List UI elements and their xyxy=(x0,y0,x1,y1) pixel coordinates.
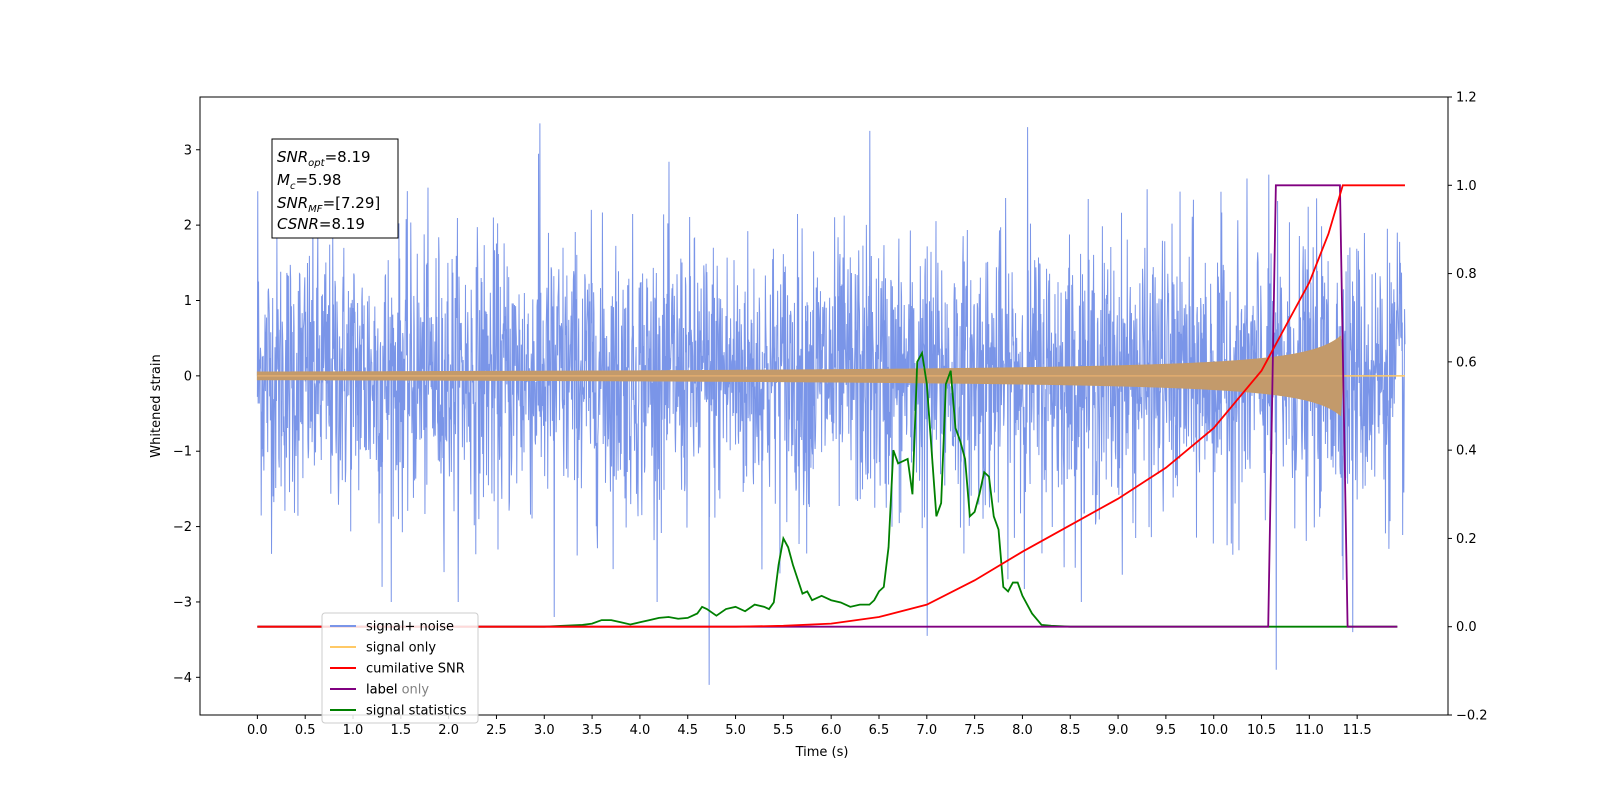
x-tick-label: 1.0 xyxy=(343,723,364,738)
stats-box xyxy=(271,138,399,239)
y2-tick-label: 0.6 xyxy=(1456,355,1477,370)
y2-tick-label: 1.0 xyxy=(1456,179,1477,194)
y2-tick-label: 0.0 xyxy=(1456,620,1477,635)
x-tick-label: 11.5 xyxy=(1343,723,1372,738)
legend-box xyxy=(321,612,479,724)
y-tick-label: −1 xyxy=(173,445,192,460)
csnr-text: CSNR=8.19 xyxy=(277,215,365,233)
y-axis-right: −0.2 0.0 0.2 0.4 0.6 0.8 1.0 1.2 xyxy=(1448,91,1488,724)
x-tick-label: 2.5 xyxy=(486,723,507,738)
x-tick-label: 7.5 xyxy=(964,723,985,738)
y-tick-label: 3 xyxy=(184,143,192,158)
mc-text: Mc=5.98 xyxy=(277,171,341,192)
y-tick-label: 2 xyxy=(184,219,192,234)
y-axis-label: Whitened strain xyxy=(149,354,164,457)
legend-label: signal+ noise xyxy=(366,620,454,635)
stats-annotation: SNRopt=8.19 Mc=5.98 SNRMF=[7.29] CSNR=8.… xyxy=(271,138,399,239)
y-tick-label: 0 xyxy=(184,369,192,384)
x-tick-label: 6.5 xyxy=(869,723,890,738)
x-tick-label: 5.5 xyxy=(773,723,794,738)
axes-frame xyxy=(199,96,1449,716)
x-tick-label: 10.5 xyxy=(1247,723,1276,738)
x-tick-label: 8.5 xyxy=(1060,723,1081,738)
x-tick-label: 0.5 xyxy=(295,723,316,738)
legend-ghost-label: label only xyxy=(366,683,429,698)
x-tick-label: 4.0 xyxy=(630,723,651,738)
plot-area xyxy=(256,123,1406,685)
series-signal-statistics xyxy=(257,350,1398,628)
y-tick-label: 1 xyxy=(184,294,192,309)
y-tick-label: −2 xyxy=(173,520,192,535)
x-tick-label: 7.0 xyxy=(916,723,937,738)
x-tick-label: 1.5 xyxy=(390,723,411,738)
x-tick-label: 2.0 xyxy=(438,723,459,738)
legend-label: signal statistics xyxy=(366,704,467,719)
x-tick-label: 0.0 xyxy=(247,723,268,738)
legend-label: signal only xyxy=(366,641,436,656)
y-axis-left: −4 −3 −2 −1 0 1 2 3 xyxy=(173,143,200,686)
x-tick-label: 10.0 xyxy=(1199,723,1228,738)
y-tick-label: −4 xyxy=(173,671,192,686)
series-cumulative-snr xyxy=(257,184,1405,628)
snr-mf-text: SNRMF=[7.29] xyxy=(277,194,380,215)
series-label xyxy=(257,184,1398,628)
x-tick-label: 5.0 xyxy=(725,723,746,738)
x-tick-label: 3.5 xyxy=(582,723,603,738)
y-tick-label: −3 xyxy=(173,595,192,610)
y2-tick-label: 1.2 xyxy=(1456,91,1477,106)
y2-tick-label: −0.2 xyxy=(1456,709,1488,724)
legend-label: label xyxy=(366,683,397,698)
legend-label: cumilative SNR xyxy=(366,662,465,677)
x-tick-label: 9.0 xyxy=(1108,723,1129,738)
x-axis: 0.0 0.5 1.0 1.5 2.0 2.5 3.0 3.5 4.0 4.5 5.0 5.5 6.0 6… xyxy=(247,715,1372,738)
x-tick-label: 6.0 xyxy=(821,723,842,738)
x-tick-label: 4.5 xyxy=(677,723,698,738)
y2-tick-label: 0.8 xyxy=(1456,267,1477,282)
snr-opt-text: SNRopt=8.19 xyxy=(277,148,371,169)
y2-tick-label: 0.4 xyxy=(1456,444,1477,459)
legend: label only signal+ noise signal only cumila… xyxy=(321,612,479,724)
x-tick-label: 3.0 xyxy=(534,723,555,738)
y2-tick-label: 0.2 xyxy=(1456,532,1477,547)
x-tick-label: 9.5 xyxy=(1156,723,1177,738)
x-tick-label: 8.0 xyxy=(1012,723,1033,738)
x-tick-label: 11.0 xyxy=(1295,723,1324,738)
x-axis-label: Time (s) xyxy=(795,745,849,760)
